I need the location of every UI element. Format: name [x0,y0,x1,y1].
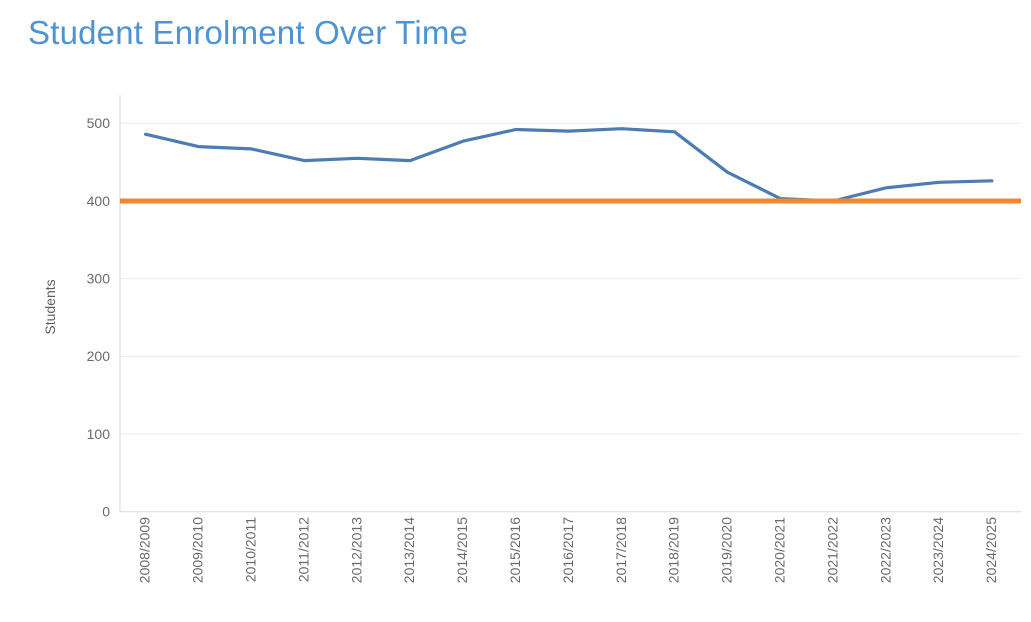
x-tick-label-2013-2014: 2013/2014 [401,517,417,583]
x-tick-label-2010-2011: 2010/2011 [243,517,259,582]
series-line-students [143,127,994,203]
x-tick-label-2016-2017: 2016/2017 [560,517,576,583]
x-tick-label-2015-2016: 2015/2016 [507,517,523,583]
x-tick-label-2011-2012: 2011/2012 [295,517,311,582]
y-axis-title: Students [42,279,58,334]
y-tick-label-300: 300 [87,271,111,287]
y-tick-label-500: 500 [87,115,111,131]
x-tick-label-2008-2009: 2008/2009 [137,517,153,583]
x-tick-label-2020-2021: 2020/2021 [772,517,788,583]
x-tick-label-2024-2025: 2024/2025 [983,517,999,583]
x-tick-label-2022-2023: 2022/2023 [877,517,893,583]
x-tick-label-2017-2018: 2017/2018 [613,517,629,583]
y-tick-label-400: 400 [87,193,111,209]
x-tick-label-2018-2019: 2018/2019 [666,517,682,583]
y-tick-label-200: 200 [87,348,111,364]
x-tick-label-2009-2010: 2009/2010 [190,517,206,583]
x-tick-label-2012-2013: 2012/2013 [348,517,364,583]
x-tick-label-2021-2022: 2021/2022 [824,517,840,583]
chart-title: Student Enrolment Over Time [28,14,469,51]
x-tick-label-2014-2015: 2014/2015 [454,517,470,583]
x-tick-label-2023-2024: 2023/2024 [930,517,946,583]
y-tick-label-0: 0 [102,504,110,520]
x-tick-label-2019-2020: 2019/2020 [719,517,735,583]
y-tick-label-100: 100 [87,426,111,442]
